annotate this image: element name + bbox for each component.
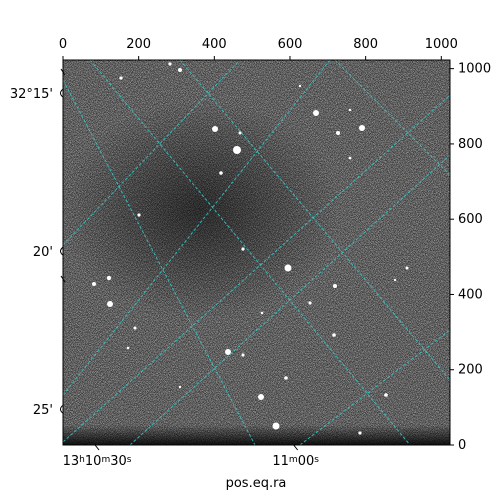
star	[241, 247, 245, 251]
x-tick-label: 800	[353, 37, 378, 52]
star	[313, 110, 319, 116]
stars-layer	[92, 62, 409, 435]
star	[405, 266, 409, 270]
dec-minor-tick	[60, 68, 66, 76]
grid-line	[334, 60, 450, 176]
star	[393, 278, 397, 282]
star	[119, 76, 123, 80]
y-tick-label: 400	[458, 287, 483, 302]
ra-tick-label: 11m00s	[272, 454, 319, 469]
star	[336, 131, 340, 135]
star	[133, 326, 137, 330]
x-tick-label: 200	[126, 37, 151, 52]
star	[298, 84, 302, 88]
star	[348, 156, 352, 160]
star	[348, 108, 352, 112]
ra-tick-label: 13h10m30s	[63, 454, 132, 469]
star	[137, 213, 141, 217]
star	[333, 284, 337, 288]
dec-tick-mark	[60, 404, 64, 414]
star	[178, 68, 182, 72]
x-tick-label: 1000	[425, 37, 458, 52]
ra-axis-bottom: 13h10m30s 11m00s	[63, 444, 319, 469]
star	[219, 171, 223, 175]
dec-tick-mark	[60, 88, 64, 98]
y-tick-label: 800	[458, 137, 483, 152]
star	[107, 301, 113, 307]
star	[332, 333, 336, 337]
dec-tick-label: 20'	[33, 245, 53, 260]
dec-minor-tick	[60, 275, 66, 283]
star	[238, 131, 242, 135]
dec-tick-label: 25'	[33, 403, 53, 418]
star	[359, 125, 365, 131]
star	[126, 346, 130, 350]
star	[384, 393, 388, 397]
star	[233, 146, 241, 154]
star	[284, 264, 292, 272]
grid-line	[63, 60, 241, 246]
ra-tick-mark	[293, 444, 299, 451]
dec-tick-mark	[60, 246, 64, 256]
star	[225, 349, 231, 355]
star	[241, 353, 245, 357]
star	[178, 385, 182, 389]
x-axis-label: pos.eq.ra	[226, 476, 287, 491]
ra-tick-mark	[94, 444, 100, 451]
x-tick-label: 400	[202, 37, 227, 52]
coordinate-grid	[63, 60, 450, 445]
grid-line	[299, 329, 450, 445]
y-tick-label: 0	[458, 438, 466, 453]
x-tick-label: 600	[278, 37, 303, 52]
star	[358, 431, 362, 435]
x-tick-label: 0	[59, 37, 67, 52]
grid-line	[63, 94, 450, 443]
star	[168, 62, 172, 66]
dec-axis-left: 32°15' 20' 25'	[10, 68, 66, 418]
star	[106, 275, 112, 281]
grid-line	[89, 60, 411, 445]
star	[92, 282, 96, 286]
x-axis-top: 0 200 400 600 800 1000	[59, 37, 458, 60]
star	[284, 376, 288, 380]
plot-frame	[62, 59, 451, 446]
y-tick-label: 1000	[458, 62, 491, 77]
star	[258, 394, 264, 400]
star	[212, 126, 218, 132]
star	[260, 311, 264, 315]
dec-tick-label: 32°15'	[10, 87, 53, 102]
star	[308, 301, 312, 305]
y-tick-label: 600	[458, 212, 483, 227]
sky-image	[63, 60, 450, 445]
star	[272, 422, 280, 430]
grid-line	[63, 79, 256, 445]
y-tick-label: 200	[458, 363, 483, 378]
grid-line	[63, 60, 331, 396]
y-axis-right: 0 200 400 600 800 1000	[450, 62, 491, 453]
